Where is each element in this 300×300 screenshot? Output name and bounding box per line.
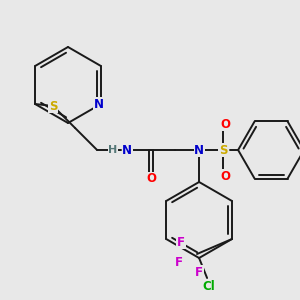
Text: O: O [146, 172, 156, 185]
Text: N: N [94, 98, 104, 110]
Text: O: O [220, 169, 230, 182]
Text: S: S [49, 100, 57, 112]
Text: O: O [220, 118, 230, 130]
Text: Cl: Cl [203, 280, 215, 292]
Text: F: F [195, 266, 203, 278]
Text: F: F [177, 236, 185, 248]
Text: F: F [175, 256, 183, 268]
Text: S: S [219, 143, 227, 157]
Text: N: N [194, 143, 204, 157]
Text: N: N [122, 143, 132, 157]
Text: H: H [109, 145, 118, 155]
